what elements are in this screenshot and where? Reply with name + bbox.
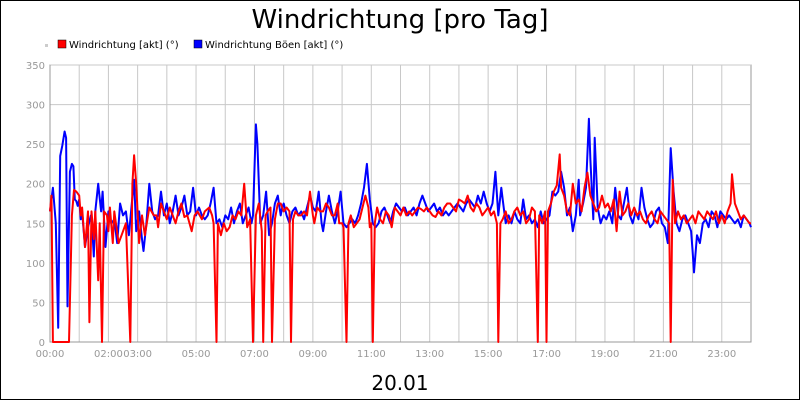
x-tick-label: 00:00 xyxy=(36,349,65,360)
axes: 0 50 100 150 200 250 300 350 00:00 02:00 03:00 05:0… xyxy=(26,61,751,360)
x-tick-label: 21:00 xyxy=(649,349,678,360)
legend-label-direction: Windrichtung [akt] (°) xyxy=(69,40,179,51)
x-tick-label: 19:00 xyxy=(591,349,620,360)
x-tick-label: 09:00 xyxy=(298,349,327,360)
x-tick-label: 02:00 xyxy=(94,349,123,360)
y-tick-label: 100 xyxy=(26,259,45,270)
y-tick-label: 350 xyxy=(26,61,45,72)
y-tick-label: 150 xyxy=(26,219,45,230)
x-tick-label: 17:00 xyxy=(532,349,561,360)
legend-swatch-gust-free xyxy=(57,39,67,49)
series-lines xyxy=(49,117,752,343)
x-tick-label: 03:00 xyxy=(123,349,152,360)
y-tick-label: 250 xyxy=(26,140,45,151)
series-line-direction xyxy=(49,153,751,343)
x-tick-label: 23:00 xyxy=(707,349,736,360)
y-tick-label: 50 xyxy=(32,298,45,309)
x-tick-label: 15:00 xyxy=(474,349,503,360)
y-tick-label: 0 xyxy=(39,338,45,349)
y-tick-label: 200 xyxy=(26,180,45,191)
legend-label-gusts: Windrichtung Böen [akt] (°) xyxy=(205,40,343,51)
legend-spacer-marker xyxy=(45,44,48,47)
chart-title: Windrichtung [pro Tag] xyxy=(251,5,548,35)
x-tick-label: 07:00 xyxy=(240,349,269,360)
y-tick-label: 300 xyxy=(26,101,45,112)
grid xyxy=(49,64,752,343)
legend: Windrichtung [akt] (°) Windrichtung Böen… xyxy=(45,39,343,51)
date-label: 20.01 xyxy=(371,371,428,395)
x-tick-label: 13:00 xyxy=(415,349,444,360)
x-tick-label: 05:00 xyxy=(182,349,211,360)
x-tick-label: 11:00 xyxy=(357,349,386,360)
legend-swatch-gusts xyxy=(193,39,203,49)
